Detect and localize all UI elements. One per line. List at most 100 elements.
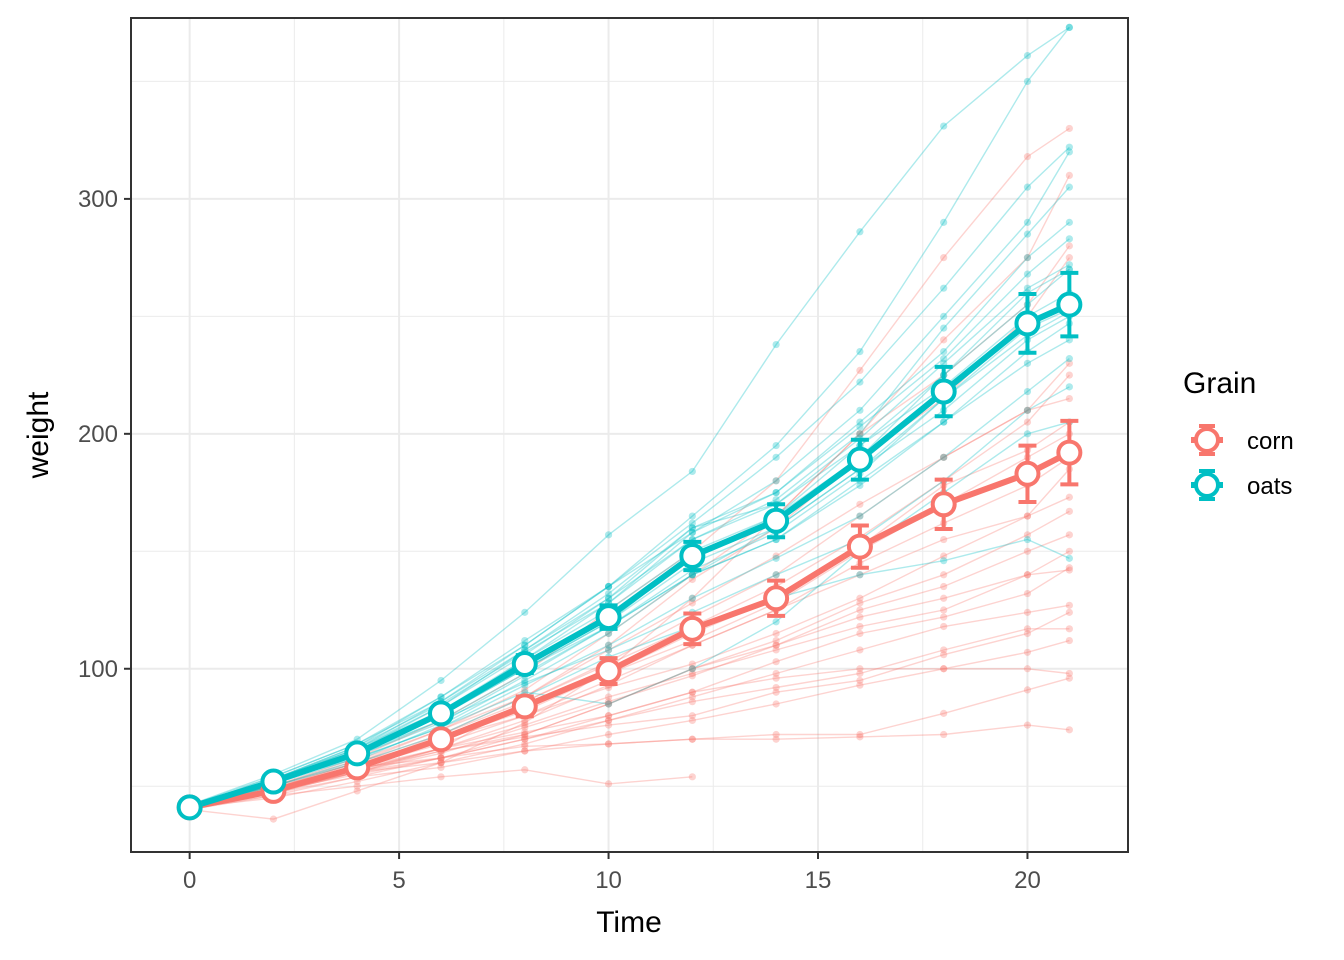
oats-individual-point xyxy=(688,571,696,579)
oats-individual-line xyxy=(189,146,1070,811)
corn-individual-line xyxy=(189,456,1070,811)
corn-individual-point xyxy=(688,571,696,579)
corn-individual-point xyxy=(772,629,780,638)
oats-individual-point xyxy=(604,582,613,591)
corn-individual-point xyxy=(688,665,696,673)
oats-individual-point xyxy=(940,348,948,356)
oats-individual-point xyxy=(772,571,780,579)
corn-individual-point xyxy=(353,787,361,795)
corn-individual-point xyxy=(856,500,864,508)
y-tick-label: 200 xyxy=(78,421,118,448)
corn-individual-point xyxy=(856,594,864,602)
corn-individual-point xyxy=(1023,531,1032,539)
corn-individual-line xyxy=(189,127,1070,806)
oats-individual-point xyxy=(688,665,696,673)
oats-individual-point xyxy=(940,418,948,426)
major-gridlines xyxy=(131,18,1128,852)
corn-individual-point xyxy=(772,641,780,649)
x-tick-label: 10 xyxy=(595,867,622,894)
corn-individual-point xyxy=(688,735,696,743)
corn-individual-point xyxy=(1065,171,1073,180)
oats-individual-point xyxy=(940,218,948,226)
corn-individual-point xyxy=(1023,571,1032,579)
corn-legend-label: corn xyxy=(1247,428,1294,455)
corn-individual-line xyxy=(189,534,1070,809)
oats-individual-line xyxy=(189,221,1070,809)
oats-individual-point xyxy=(856,571,864,579)
corn-individual-point xyxy=(856,430,864,438)
panel-border xyxy=(130,17,1129,853)
corn-individual-point xyxy=(856,571,864,579)
oats-individual-point xyxy=(521,608,529,616)
oats-individual-point xyxy=(688,524,696,532)
corn-individual-point xyxy=(772,641,780,649)
corn-individual-point xyxy=(940,594,948,602)
oats-individual-point xyxy=(772,554,780,562)
oats-individual-point xyxy=(772,441,780,450)
corn-individual-point xyxy=(1023,406,1032,414)
corn-individual-point xyxy=(437,754,445,762)
corn-individual-point xyxy=(856,606,864,614)
oats-mean-point xyxy=(846,446,873,473)
oats-individual-point xyxy=(940,312,948,320)
corn-individual-point xyxy=(772,669,780,678)
oats-mean-point xyxy=(763,507,790,534)
corn-individual-point xyxy=(772,477,780,485)
oats-mean-point xyxy=(1014,310,1041,337)
oats-individual-point xyxy=(1023,183,1032,191)
oats-individual-point xyxy=(437,693,445,701)
oats-individual-point xyxy=(1023,430,1032,438)
corn-individual-point xyxy=(1023,665,1032,673)
corn-individual-point xyxy=(940,582,948,591)
corn-individual-point xyxy=(1023,721,1032,729)
corn-mean-point xyxy=(1056,439,1083,466)
oats-individual-point xyxy=(1023,284,1032,292)
oats-mean-line xyxy=(188,301,1071,811)
x-tick-label: 15 xyxy=(805,867,832,894)
oats-mean-point xyxy=(595,604,622,631)
corn-individual-point xyxy=(604,693,613,701)
oats-individual-point xyxy=(1023,77,1032,86)
corn-individual-point xyxy=(688,575,696,584)
oats-individual-point xyxy=(1065,23,1073,31)
corn-individual-point xyxy=(269,815,278,823)
oats-individual-point xyxy=(1023,359,1032,367)
corn-individual-point xyxy=(688,716,696,725)
corn-individual-point xyxy=(856,599,864,607)
corn-individual-point xyxy=(856,629,864,638)
corn-individual-point xyxy=(940,613,948,621)
corn-individual-point xyxy=(772,683,780,692)
corn-individual-point xyxy=(688,688,696,696)
corn-individual-point xyxy=(1023,625,1032,633)
mean-lines xyxy=(188,301,1071,811)
corn-individual-point xyxy=(688,669,696,678)
oats-individual-point xyxy=(772,618,780,626)
corn-individual-point xyxy=(1023,547,1032,555)
oats-individual-point xyxy=(521,641,529,649)
corn-legend-point xyxy=(1194,427,1220,453)
corn-mean-point xyxy=(930,491,957,518)
oats-individual-point xyxy=(940,557,948,565)
corn-mean-point xyxy=(595,658,622,685)
individual-trajectories xyxy=(189,26,1071,820)
corn-individual-point xyxy=(688,688,696,696)
x-axis-ticks: 0 5 10 15 20 xyxy=(183,852,1041,894)
oats-mean-point xyxy=(427,700,454,727)
x-tick-label: 0 xyxy=(183,867,196,894)
oats-individual-point xyxy=(1023,230,1032,238)
oats-individual-point xyxy=(856,378,864,386)
corn-individual-point xyxy=(1065,547,1073,555)
corn-individual-point xyxy=(772,688,780,696)
corn-individual-point xyxy=(688,665,696,673)
y-axis-ticks: 100 200 300 xyxy=(78,186,131,683)
oats-individual-point xyxy=(1065,218,1073,226)
corn-individual-point xyxy=(940,709,948,717)
corn-individual-point xyxy=(521,747,529,755)
oats-individual-point xyxy=(1065,143,1073,151)
corn-individual-point xyxy=(1023,512,1032,520)
corn-individual-line xyxy=(189,569,1070,811)
oats-individual-point xyxy=(772,477,780,485)
oats-individual-point xyxy=(521,641,529,649)
corn-individual-point xyxy=(604,700,613,708)
